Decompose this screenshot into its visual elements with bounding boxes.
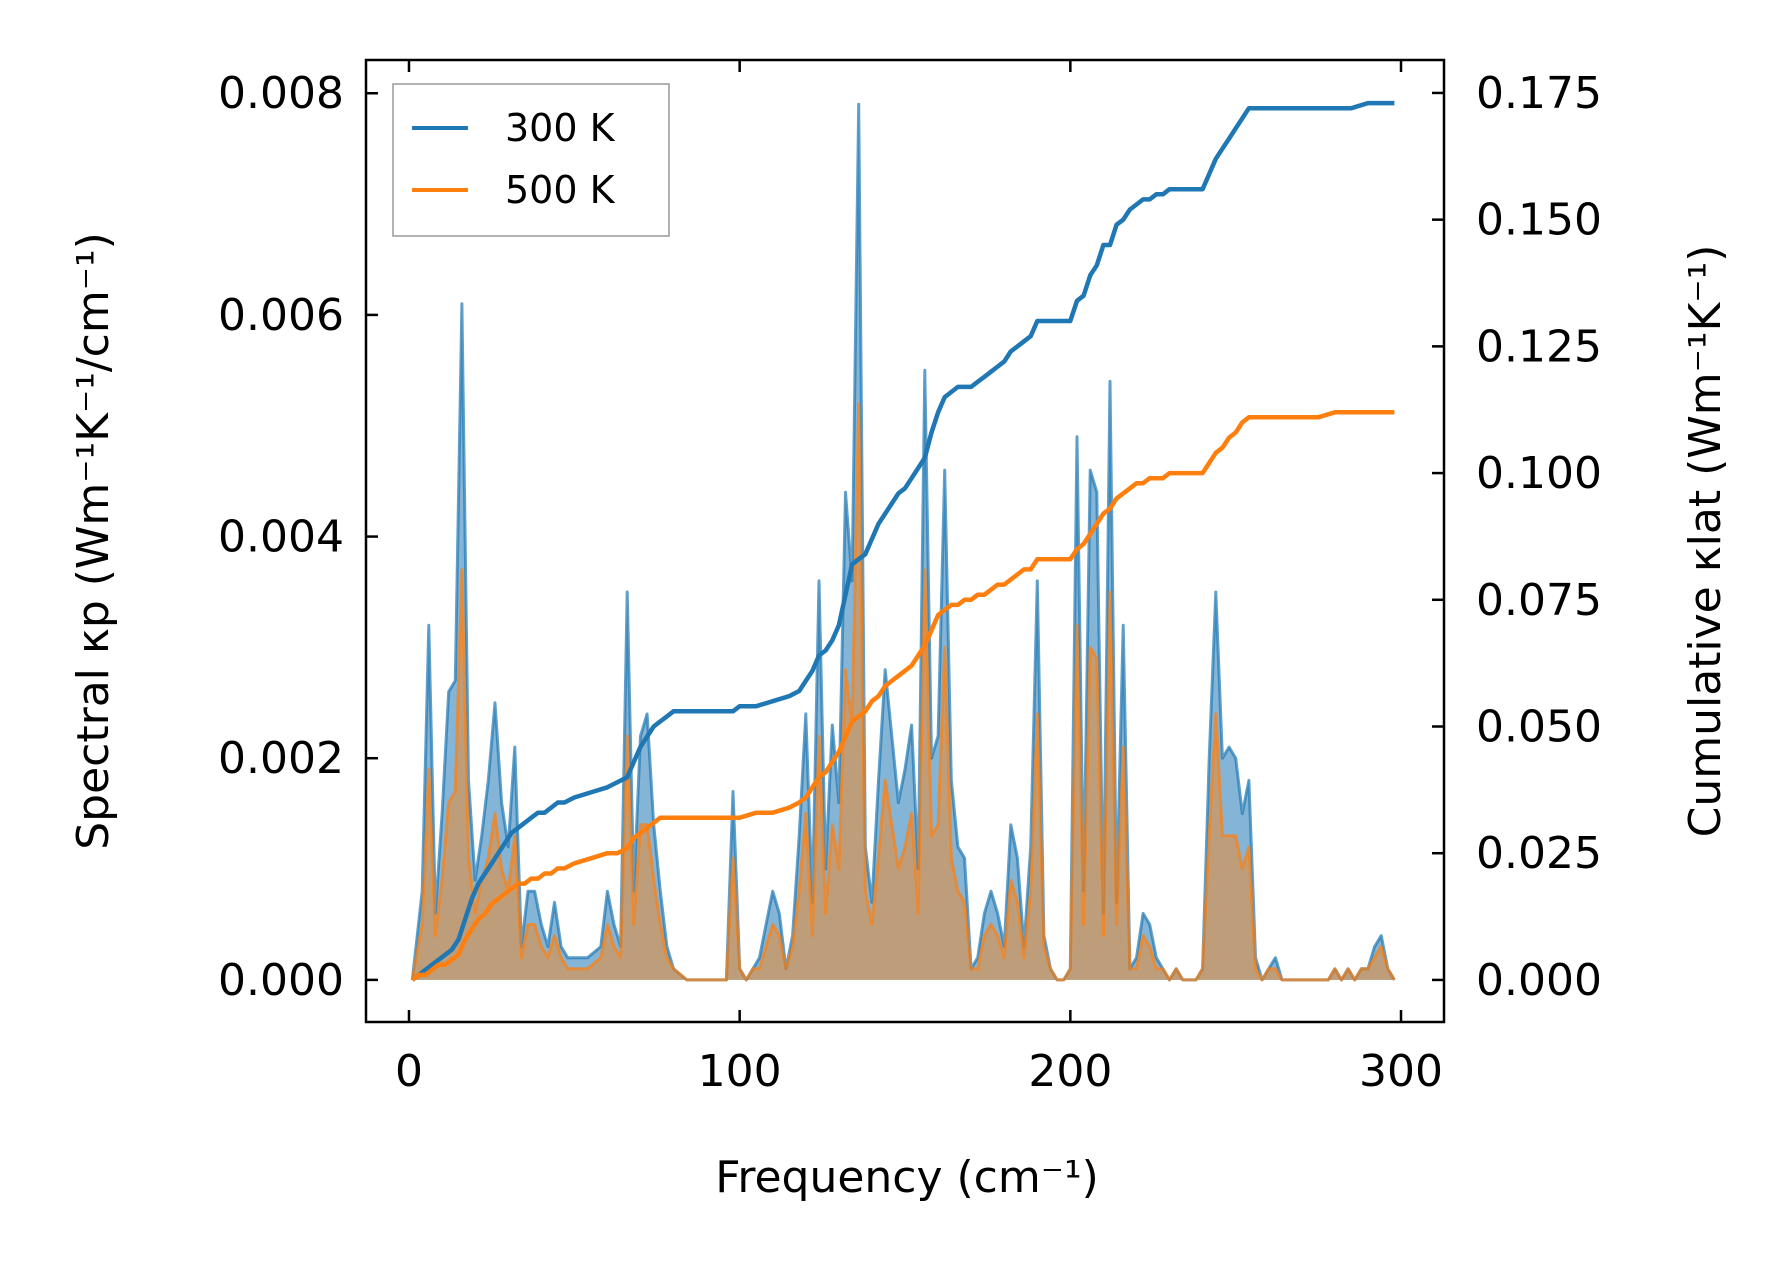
- cumulative-line-300k: [410, 100, 1395, 982]
- y-left-tick-label: 0.000: [218, 955, 344, 1006]
- legend-label-300k: 300 K: [505, 106, 616, 150]
- y-right-tick-label: 0.125: [1476, 321, 1602, 372]
- spectral-line-500k: [410, 402, 1396, 982]
- x-tick-label: 100: [698, 1046, 782, 1097]
- legend-box: [392, 83, 670, 237]
- y-left-tick-label: 0.008: [218, 68, 344, 119]
- y-right-tick-label: 0.000: [1476, 955, 1602, 1006]
- y-left-tick-label: 0.006: [218, 290, 344, 341]
- legend-label-500k: 500 K: [505, 168, 616, 212]
- y-right-tick-label: 0.100: [1476, 448, 1602, 499]
- left-axis-title: Spectral κp (Wm⁻¹K⁻¹/cm⁻¹): [68, 232, 119, 850]
- x-tick-label: 0: [395, 1046, 423, 1097]
- x-axis-title: Frequency (cm⁻¹): [715, 1152, 1099, 1203]
- series-lines: [410, 100, 1396, 982]
- x-tick-label: 200: [1028, 1046, 1112, 1097]
- y-right-tick-label: 0.050: [1476, 702, 1602, 753]
- plot-frame: [364, 58, 1446, 1024]
- y-right-tick-label: 0.025: [1476, 828, 1602, 879]
- legend: 300 K 500 K: [392, 83, 670, 237]
- spectral-fill-500k: [412, 403, 1395, 980]
- spectral-fills: [412, 104, 1395, 980]
- y-left-tick-label: 0.004: [218, 512, 344, 563]
- y-right-tick-label: 0.175: [1476, 68, 1602, 119]
- y-right-tick-label: 0.150: [1476, 195, 1602, 246]
- y-right-tick-label: 0.075: [1476, 575, 1602, 626]
- x-tick-label: 300: [1359, 1046, 1443, 1097]
- axis-ticks: 0 100 200 300 0.000 0.002 0.004 0.006 0.008 0.000…: [218, 60, 1602, 1097]
- right-axis-title: Cumulative κlat (Wm⁻¹K⁻¹): [1680, 245, 1731, 838]
- y-left-tick-label: 0.002: [218, 733, 344, 784]
- cumulative-line-500k: [410, 410, 1395, 982]
